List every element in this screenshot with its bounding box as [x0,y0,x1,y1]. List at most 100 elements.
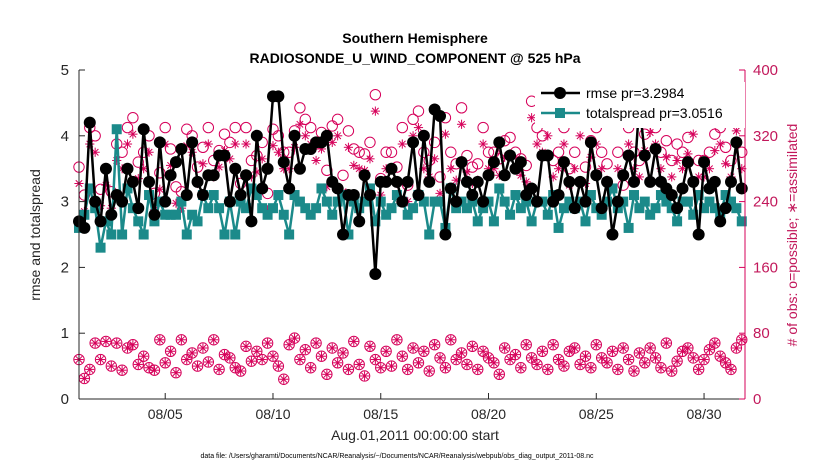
asterisk-stroke [587,364,595,372]
rmse-point [724,175,737,188]
possible-point [585,362,597,374]
possible-point [385,360,398,372]
asterisk-stroke [393,336,401,344]
assimilated-point [289,333,300,343]
totalspread-point [639,196,650,207]
rmse-point [423,175,436,188]
asterisk-stroke [264,339,272,347]
possible-point [353,358,365,371]
totalspread-point [602,196,613,207]
assimilated-upper-point [397,139,407,149]
possible-point [191,360,204,372]
asterisk-stroke [538,347,546,355]
totalspread-point [144,190,155,201]
possible-upper-point [412,105,425,117]
assimilated-point [95,354,106,365]
totalspread-point [122,183,133,194]
rmse-point [223,195,236,208]
asterisk-stroke [425,367,433,375]
totalspread-point [472,216,483,227]
rmse-point [169,156,182,169]
rmse-point [229,162,242,175]
possible-upper-point [477,121,489,134]
asterisk-stroke [700,355,708,364]
y-right-tick-label: 320 [753,128,778,145]
totalspread-point [585,190,596,201]
asterisk-stroke [662,153,670,161]
totalspread-point [176,196,187,207]
asterisk-stroke [258,355,266,364]
asterisk-stroke [193,362,202,370]
totalspread-point [84,183,95,194]
assimilated-upper-point [532,139,542,149]
rmse-point [94,215,107,228]
asterisk-stroke [711,339,719,347]
possible-point [687,352,699,364]
y-right-tick-label: 400 [753,62,778,79]
assimilated-point [478,346,488,356]
asterisk-stroke [668,367,676,375]
assimilated-upper-point [721,159,731,169]
totalspread-point [418,196,429,207]
possible-point [558,360,570,372]
assimilated-point [640,358,650,368]
rmse-point [99,162,112,175]
rmse-point [676,182,689,195]
asterisk-stroke [237,367,245,375]
assimilated-point [333,358,343,368]
rmse-point [358,169,371,182]
totalspread-point [467,196,478,207]
x-tick-label: 08/20 [471,406,506,422]
possible-point [434,352,446,364]
assimilated-point [613,364,623,374]
possible-point [369,353,382,366]
possible-upper-point [342,125,355,137]
rmse-point [159,195,172,208]
assimilated-point [106,361,116,371]
possible-upper-point [369,88,382,101]
possible-upper-point [121,121,134,134]
possible-point [154,334,166,346]
totalspread-point [235,196,246,207]
asterisk-stroke [695,365,703,373]
possible-point [461,358,473,371]
assimilated-point [327,343,337,353]
chart-subtitle: RADIOSONDE_U_WIND_COMPONENT @ 525 hPa [249,50,580,66]
totalspread-point [526,216,537,227]
possible-upper-point [552,146,565,158]
y-axis-right-label: # of obs: o=possible; ∗=assimilated [784,124,800,347]
assimilated-point [688,353,698,363]
asterisk-stroke [188,349,196,357]
asterisk-stroke [210,336,218,344]
possible-point [649,352,662,364]
y-left-tick-label: 0 [61,391,69,408]
y-right-tick-label: 160 [753,259,778,276]
possible-point [418,345,430,357]
asterisk-stroke [678,347,687,355]
asterisk-stroke [382,347,390,355]
possible-point [590,339,602,351]
possible-point [391,334,403,346]
possible-point [730,342,743,354]
assimilated-point [494,369,504,379]
assimilated-point [629,366,639,376]
asterisk-stroke [576,132,584,140]
asterisk-stroke [361,372,369,380]
asterisk-stroke [571,344,579,352]
asterisk-stroke [312,156,320,165]
assimilated-point [521,340,531,350]
possible-point [137,350,150,362]
rmse-point [126,175,139,188]
assimilated-point [667,366,677,376]
asterisk-stroke [495,370,503,378]
rmse-point [369,267,382,280]
possible-upper-point [671,138,683,150]
asterisk-stroke [156,336,164,344]
rmse-point [681,156,694,169]
asterisk-stroke [91,339,99,347]
rmse-point [417,129,430,142]
assimilated-point [527,353,537,363]
totalspread-point [208,190,219,201]
assimilated-point [139,351,149,361]
